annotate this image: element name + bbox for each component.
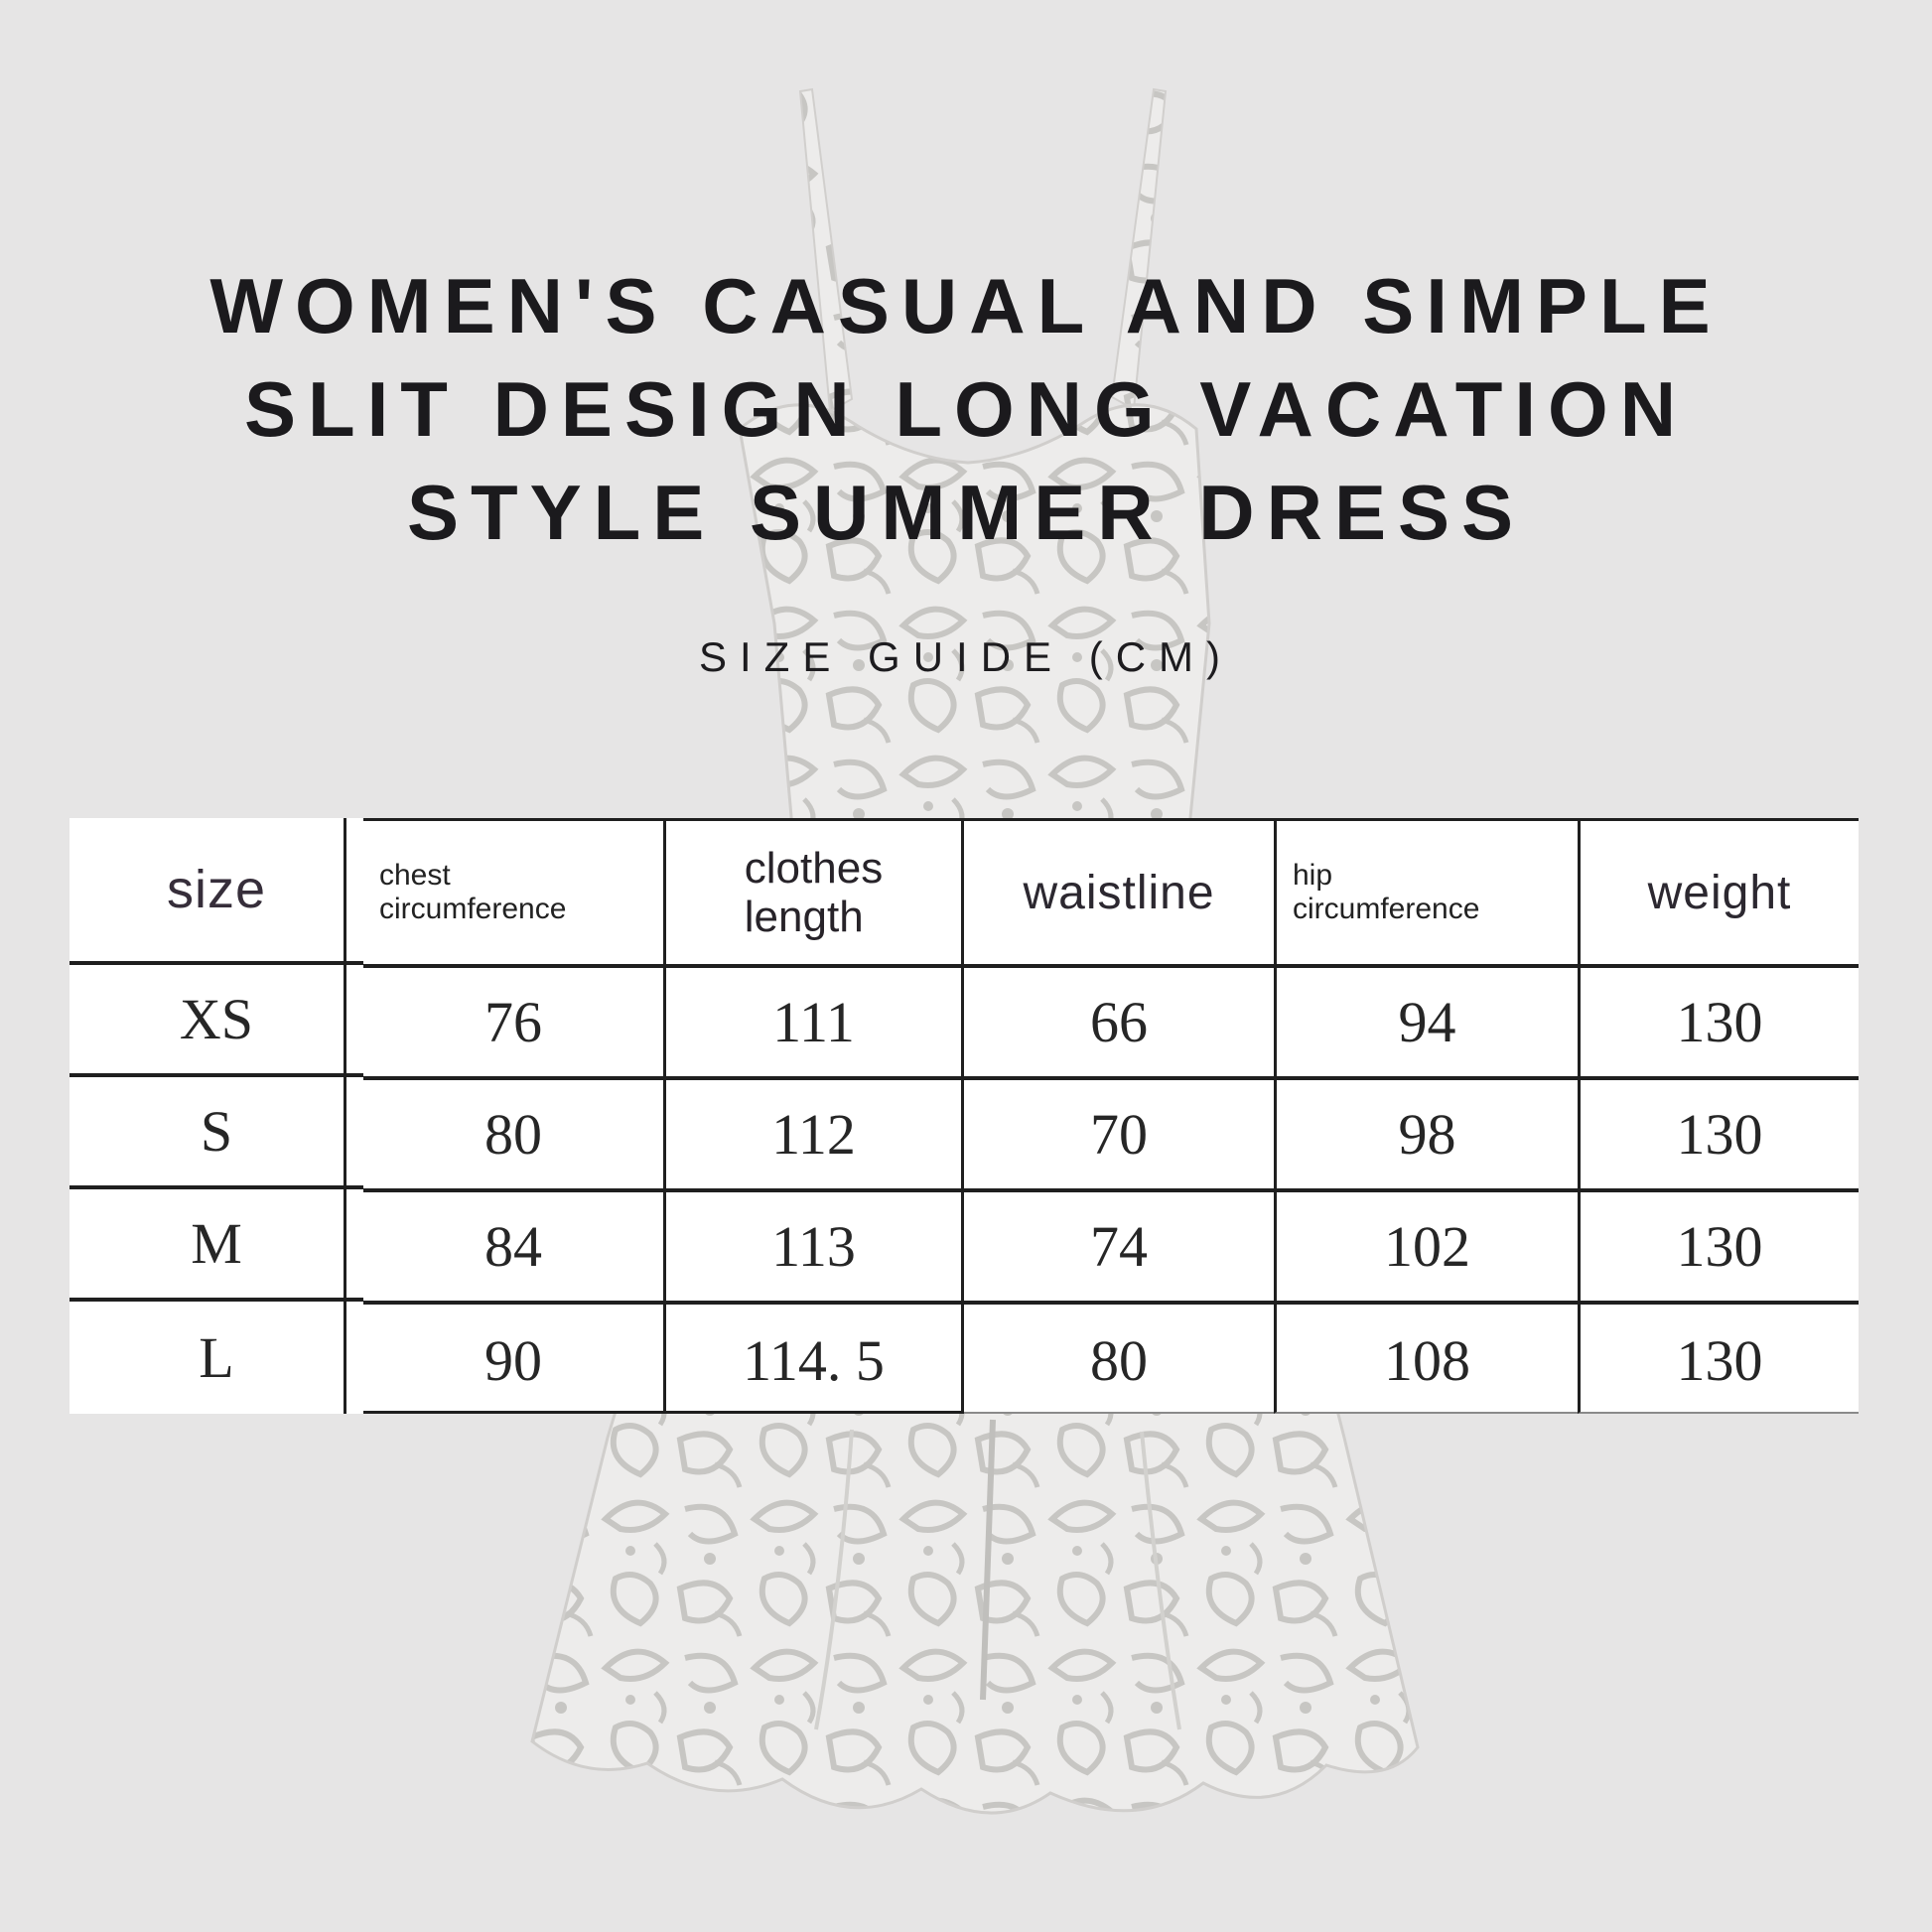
table-cell-size-xs: XS — [69, 965, 363, 1077]
table-cell-waist-m: 74 — [964, 1192, 1274, 1305]
table-cell-hip-l: 108 — [1384, 1328, 1470, 1393]
page-title: WOMEN'S CASUAL AND SIMPLE SLIT DESIGN LO… — [0, 254, 1932, 564]
header-cell-size: size — [69, 818, 363, 965]
table-cell-hip-m: 102 — [1277, 1192, 1578, 1305]
header-cell-hip-circumference: hip circumference — [1277, 821, 1578, 968]
size-table-column-weight: weight 130 130 130 130 — [1578, 818, 1859, 1414]
header-cell-chest-circumference: chest circumference — [363, 821, 663, 968]
size-table-column-chest-circumference: chest circumference 76 80 84 90 — [363, 818, 663, 1414]
table-cell-length-l: 114. 5 — [743, 1328, 885, 1393]
table-cell-chest-m: 84 — [363, 1192, 663, 1305]
size-table-column-waistline: waistline 66 70 74 80 — [964, 818, 1274, 1414]
table-cell-chest-l: 90 — [484, 1328, 542, 1393]
header-label: clothes length — [744, 843, 884, 941]
size-column-divider — [344, 818, 346, 1414]
table-cell-size-l: L — [199, 1325, 234, 1390]
page-title-line-2: SLIT DESIGN LONG VACATION — [243, 365, 1689, 453]
size-guide-subtitle: SIZE GUIDE (CM) — [699, 633, 1233, 680]
table-cell-chest-s: 80 — [363, 1080, 663, 1192]
page-title-line-3: STYLE SUMMER DRESS — [406, 469, 1526, 556]
size-table-column-size: size XS S M L — [69, 818, 363, 1414]
header-cell-clothes-length: clothes length — [666, 821, 961, 968]
table-cell-length-s: 112 — [666, 1080, 961, 1192]
page-title-line-1: WOMEN'S CASUAL AND SIMPLE — [209, 262, 1723, 349]
table-cell-waist-l: 80 — [1090, 1328, 1148, 1393]
size-table: size XS S M L chest circumference 76 80 … — [69, 818, 1859, 1414]
table-cell-weight-m: 130 — [1581, 1192, 1859, 1305]
table-cell-length-m: 113 — [666, 1192, 961, 1305]
table-cell-hip-xs: 94 — [1277, 968, 1578, 1080]
header-cell-weight: weight — [1581, 821, 1859, 968]
size-table-column-hip-circumference: hip circumference 94 98 102 108 — [1274, 818, 1578, 1414]
table-cell-chest-xs: 76 — [363, 968, 663, 1080]
size-table-column-clothes-length: clothes length 111 112 113 114. 5 — [663, 818, 964, 1414]
table-cell-size-m: M — [69, 1189, 363, 1302]
header-label: chest circumference — [379, 858, 567, 926]
table-cell-hip-s: 98 — [1277, 1080, 1578, 1192]
table-cell-waist-s: 70 — [964, 1080, 1274, 1192]
table-cell-weight-l: 130 — [1676, 1328, 1763, 1393]
header-label: hip circumference — [1293, 858, 1480, 926]
table-cell-size-s: S — [69, 1077, 363, 1189]
table-cell-waist-xs: 66 — [964, 968, 1274, 1080]
header-cell-waistline: waistline — [964, 821, 1274, 968]
table-cell-weight-s: 130 — [1581, 1080, 1859, 1192]
table-cell-length-xs: 111 — [666, 968, 961, 1080]
table-cell-weight-xs: 130 — [1581, 968, 1859, 1080]
